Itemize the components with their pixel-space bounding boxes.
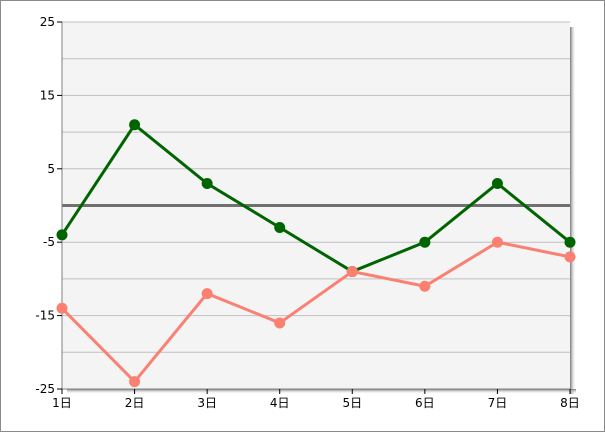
series-2-point (129, 376, 141, 388)
series-2-point (201, 288, 213, 300)
series-1-line (60, 122, 571, 274)
y-tick-label: 15 (40, 88, 55, 102)
series-2-line (60, 240, 571, 384)
x-tick-label: 4日 (270, 396, 290, 410)
series-2-point (274, 317, 286, 329)
series-1-point (419, 236, 431, 248)
x-tick-label: 5日 (342, 396, 362, 410)
series-2-point (346, 266, 358, 278)
series-2-point (419, 280, 431, 292)
x-tick-label: 8日 (560, 396, 580, 410)
series-1-point (56, 229, 68, 241)
series-1-point (274, 222, 286, 234)
series-1-point (564, 236, 576, 248)
x-tick-label: 7日 (488, 396, 508, 410)
series-1-point (129, 119, 141, 131)
series-1-point (491, 177, 503, 189)
x-tick-label: 3日 (197, 396, 217, 410)
y-tick-label: 5 (47, 162, 55, 176)
plot-shadow-bottom (67, 389, 576, 394)
y-tick-label: -15 (35, 309, 55, 323)
series-2-point (56, 302, 68, 314)
plot-shadow-right (570, 27, 576, 394)
series-1-point (201, 177, 213, 189)
x-tick-label: 1日 (52, 396, 72, 410)
y-tick-label: 25 (40, 15, 55, 29)
series-2-point (491, 236, 503, 248)
y-tick-label: -25 (35, 382, 55, 396)
series-2-point (564, 251, 576, 263)
y-tick-label: -5 (43, 235, 55, 249)
x-tick-label: 6日 (415, 396, 435, 410)
x-tick-label: 2日 (125, 396, 145, 410)
